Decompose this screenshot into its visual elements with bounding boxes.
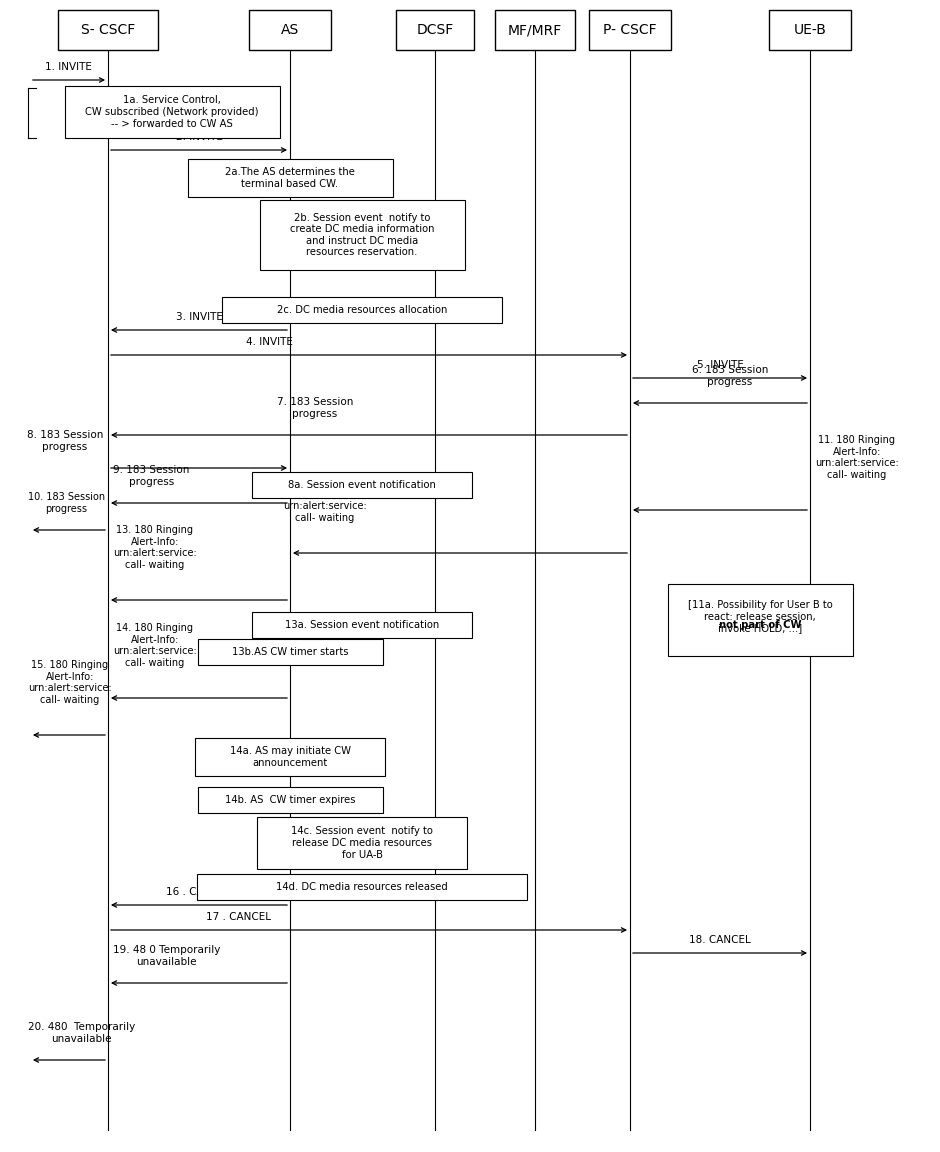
Bar xyxy=(195,738,385,776)
Text: 5. INVITE: 5. INVITE xyxy=(697,359,744,370)
Text: 13b.AS CW timer starts: 13b.AS CW timer starts xyxy=(232,647,348,657)
Text: 10. 183 Session
progress: 10. 183 Session progress xyxy=(28,492,105,514)
Text: S- CSCF: S- CSCF xyxy=(81,23,135,37)
Text: 12. 180 Ringing
Alert-Info:
urn:alert:service:
call- waiting: 12. 180 Ringing Alert-Info: urn:alert:se… xyxy=(283,478,367,523)
Text: AS: AS xyxy=(281,23,299,37)
Bar xyxy=(187,159,393,197)
Text: 7. 183 Session
progress: 7. 183 Session progress xyxy=(276,397,353,419)
Text: 4. INVITE: 4. INVITE xyxy=(245,338,292,347)
Bar xyxy=(65,86,279,138)
Text: 14. 180 Ringing
Alert-Info:
urn:alert:service:
call- waiting: 14. 180 Ringing Alert-Info: urn:alert:se… xyxy=(113,623,196,668)
Bar xyxy=(197,874,527,900)
Text: 9. 183 Session
progress: 9. 183 Session progress xyxy=(113,465,189,487)
Text: DCSF: DCSF xyxy=(416,23,454,37)
Bar xyxy=(769,10,851,50)
Text: P- CSCF: P- CSCF xyxy=(603,23,657,37)
Text: 2a.The AS determines the
terminal based CW.: 2a.The AS determines the terminal based … xyxy=(225,167,355,189)
Text: 3. INVITE: 3. INVITE xyxy=(176,312,223,323)
Text: 14b. AS  CW timer expires: 14b. AS CW timer expires xyxy=(225,795,355,805)
Text: 14d. DC media resources released: 14d. DC media resources released xyxy=(276,882,447,892)
Text: [11a. Possibility for User B to
react: release session,
invoke HOLD, ...]: [11a. Possibility for User B to react: r… xyxy=(688,600,833,634)
Text: 1. INVITE: 1. INVITE xyxy=(44,62,91,71)
Bar xyxy=(257,817,467,869)
Text: not part of CW: not part of CW xyxy=(719,621,801,630)
Bar xyxy=(252,612,472,638)
Text: 17 . CANCEL: 17 . CANCEL xyxy=(206,912,271,922)
Text: 15. 180 Ringing
Alert-Info:
urn:alert:service:
call- waiting: 15. 180 Ringing Alert-Info: urn:alert:se… xyxy=(28,660,112,705)
Bar xyxy=(222,297,502,323)
Text: 2b. Session event  notify to
create DC media information
and instruct DC media
r: 2b. Session event notify to create DC me… xyxy=(290,213,434,257)
Text: 8. 183 Session
progress: 8. 183 Session progress xyxy=(26,431,103,452)
Bar xyxy=(197,639,383,665)
Bar xyxy=(396,10,474,50)
Text: 13. 180 Ringing
Alert-Info:
urn:alert:service:
call- waiting: 13. 180 Ringing Alert-Info: urn:alert:se… xyxy=(113,525,196,570)
Bar xyxy=(252,472,472,498)
Bar xyxy=(197,787,383,813)
Bar xyxy=(667,584,853,655)
Text: UE-B: UE-B xyxy=(793,23,826,37)
Bar xyxy=(589,10,671,50)
Text: 19. 48 0 Temporarily
unavailable: 19. 48 0 Temporarily unavailable xyxy=(113,946,220,967)
Bar xyxy=(249,10,331,50)
Text: 14a. AS may initiate CW
announcement: 14a. AS may initiate CW announcement xyxy=(229,746,351,767)
Text: 20. 480  Temporarily
unavailable: 20. 480 Temporarily unavailable xyxy=(28,1023,135,1044)
Text: 13a. Session event notification: 13a. Session event notification xyxy=(285,620,439,630)
Bar xyxy=(58,10,158,50)
Text: 14c. Session event  notify to
release DC media resources
for UA-B: 14c. Session event notify to release DC … xyxy=(291,826,433,859)
Bar xyxy=(259,200,464,270)
Text: 16 . CANCEL: 16 . CANCEL xyxy=(166,887,231,897)
Text: 2. INVITE: 2. INVITE xyxy=(176,132,223,142)
Bar xyxy=(495,10,575,50)
Text: 11. 180 Ringing
Alert-Info:
urn:alert:service:
call- waiting: 11. 180 Ringing Alert-Info: urn:alert:se… xyxy=(815,435,899,480)
Text: MF/MRF: MF/MRF xyxy=(508,23,562,37)
Text: 6. 183 Session
progress: 6. 183 Session progress xyxy=(692,365,768,387)
Text: 18. CANCEL: 18. CANCEL xyxy=(689,935,751,945)
Text: 2c. DC media resources allocation: 2c. DC media resources allocation xyxy=(276,305,447,314)
Text: 8a. Session event notification: 8a. Session event notification xyxy=(288,480,436,490)
Text: 1a. Service Control,
CW subscribed (Network provided)
-- > forwarded to CW AS: 1a. Service Control, CW subscribed (Netw… xyxy=(86,96,258,129)
